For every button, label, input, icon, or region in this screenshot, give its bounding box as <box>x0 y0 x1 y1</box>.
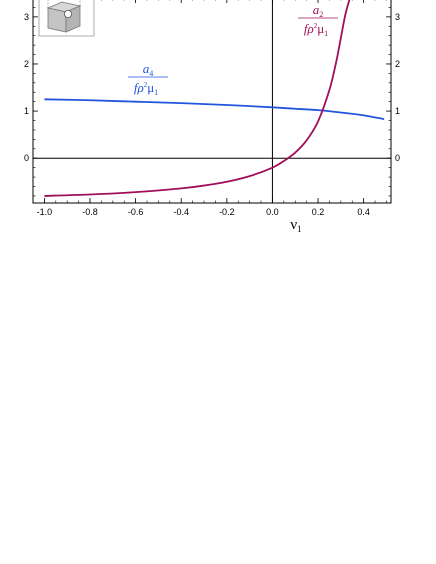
y-tick-label-left: 1 <box>24 106 29 116</box>
svg-text:fρ2μ1: fρ2μ1 <box>134 80 158 97</box>
plot-frame <box>32 0 392 204</box>
svg-text:fρ2μ1: fρ2μ1 <box>304 21 328 38</box>
y-tick-label-left: 0 <box>24 153 29 163</box>
y-tick-label-right: 3 <box>395 12 400 22</box>
label-a4-numerator: a <box>143 61 150 76</box>
x-axis-label: ν1 <box>290 217 301 234</box>
x-tick-label: -0.8 <box>82 207 98 217</box>
x-tick-label: -1.0 <box>37 207 53 217</box>
curves <box>44 0 385 197</box>
x-tick-label: 0.0 <box>266 207 279 217</box>
x-tick-label: -0.2 <box>219 207 235 217</box>
y-tick-label-left: 3 <box>24 12 29 22</box>
series-label-a2: a2 fρ2μ1 <box>298 2 338 38</box>
x-tick-label: -0.6 <box>128 207 144 217</box>
x-tick-label: -0.4 <box>173 207 189 217</box>
series-label-a4: a4 fρ2μ1 <box>128 61 168 97</box>
x-tick-label: 0.4 <box>357 207 370 217</box>
svg-text:a4: a4 <box>143 61 154 78</box>
y-tick-label-right: 0 <box>395 153 400 163</box>
y-tick-label-right: 2 <box>395 59 400 69</box>
x-tick-label: 0.2 <box>312 207 325 217</box>
series-line-1 <box>44 0 351 197</box>
svg-text:a2: a2 <box>313 2 324 19</box>
y-tick-label-left: 2 <box>24 59 29 69</box>
y-tick-label-right: 1 <box>395 106 400 116</box>
tube-cell-icon <box>38 0 95 37</box>
series-line-0 <box>44 98 385 120</box>
